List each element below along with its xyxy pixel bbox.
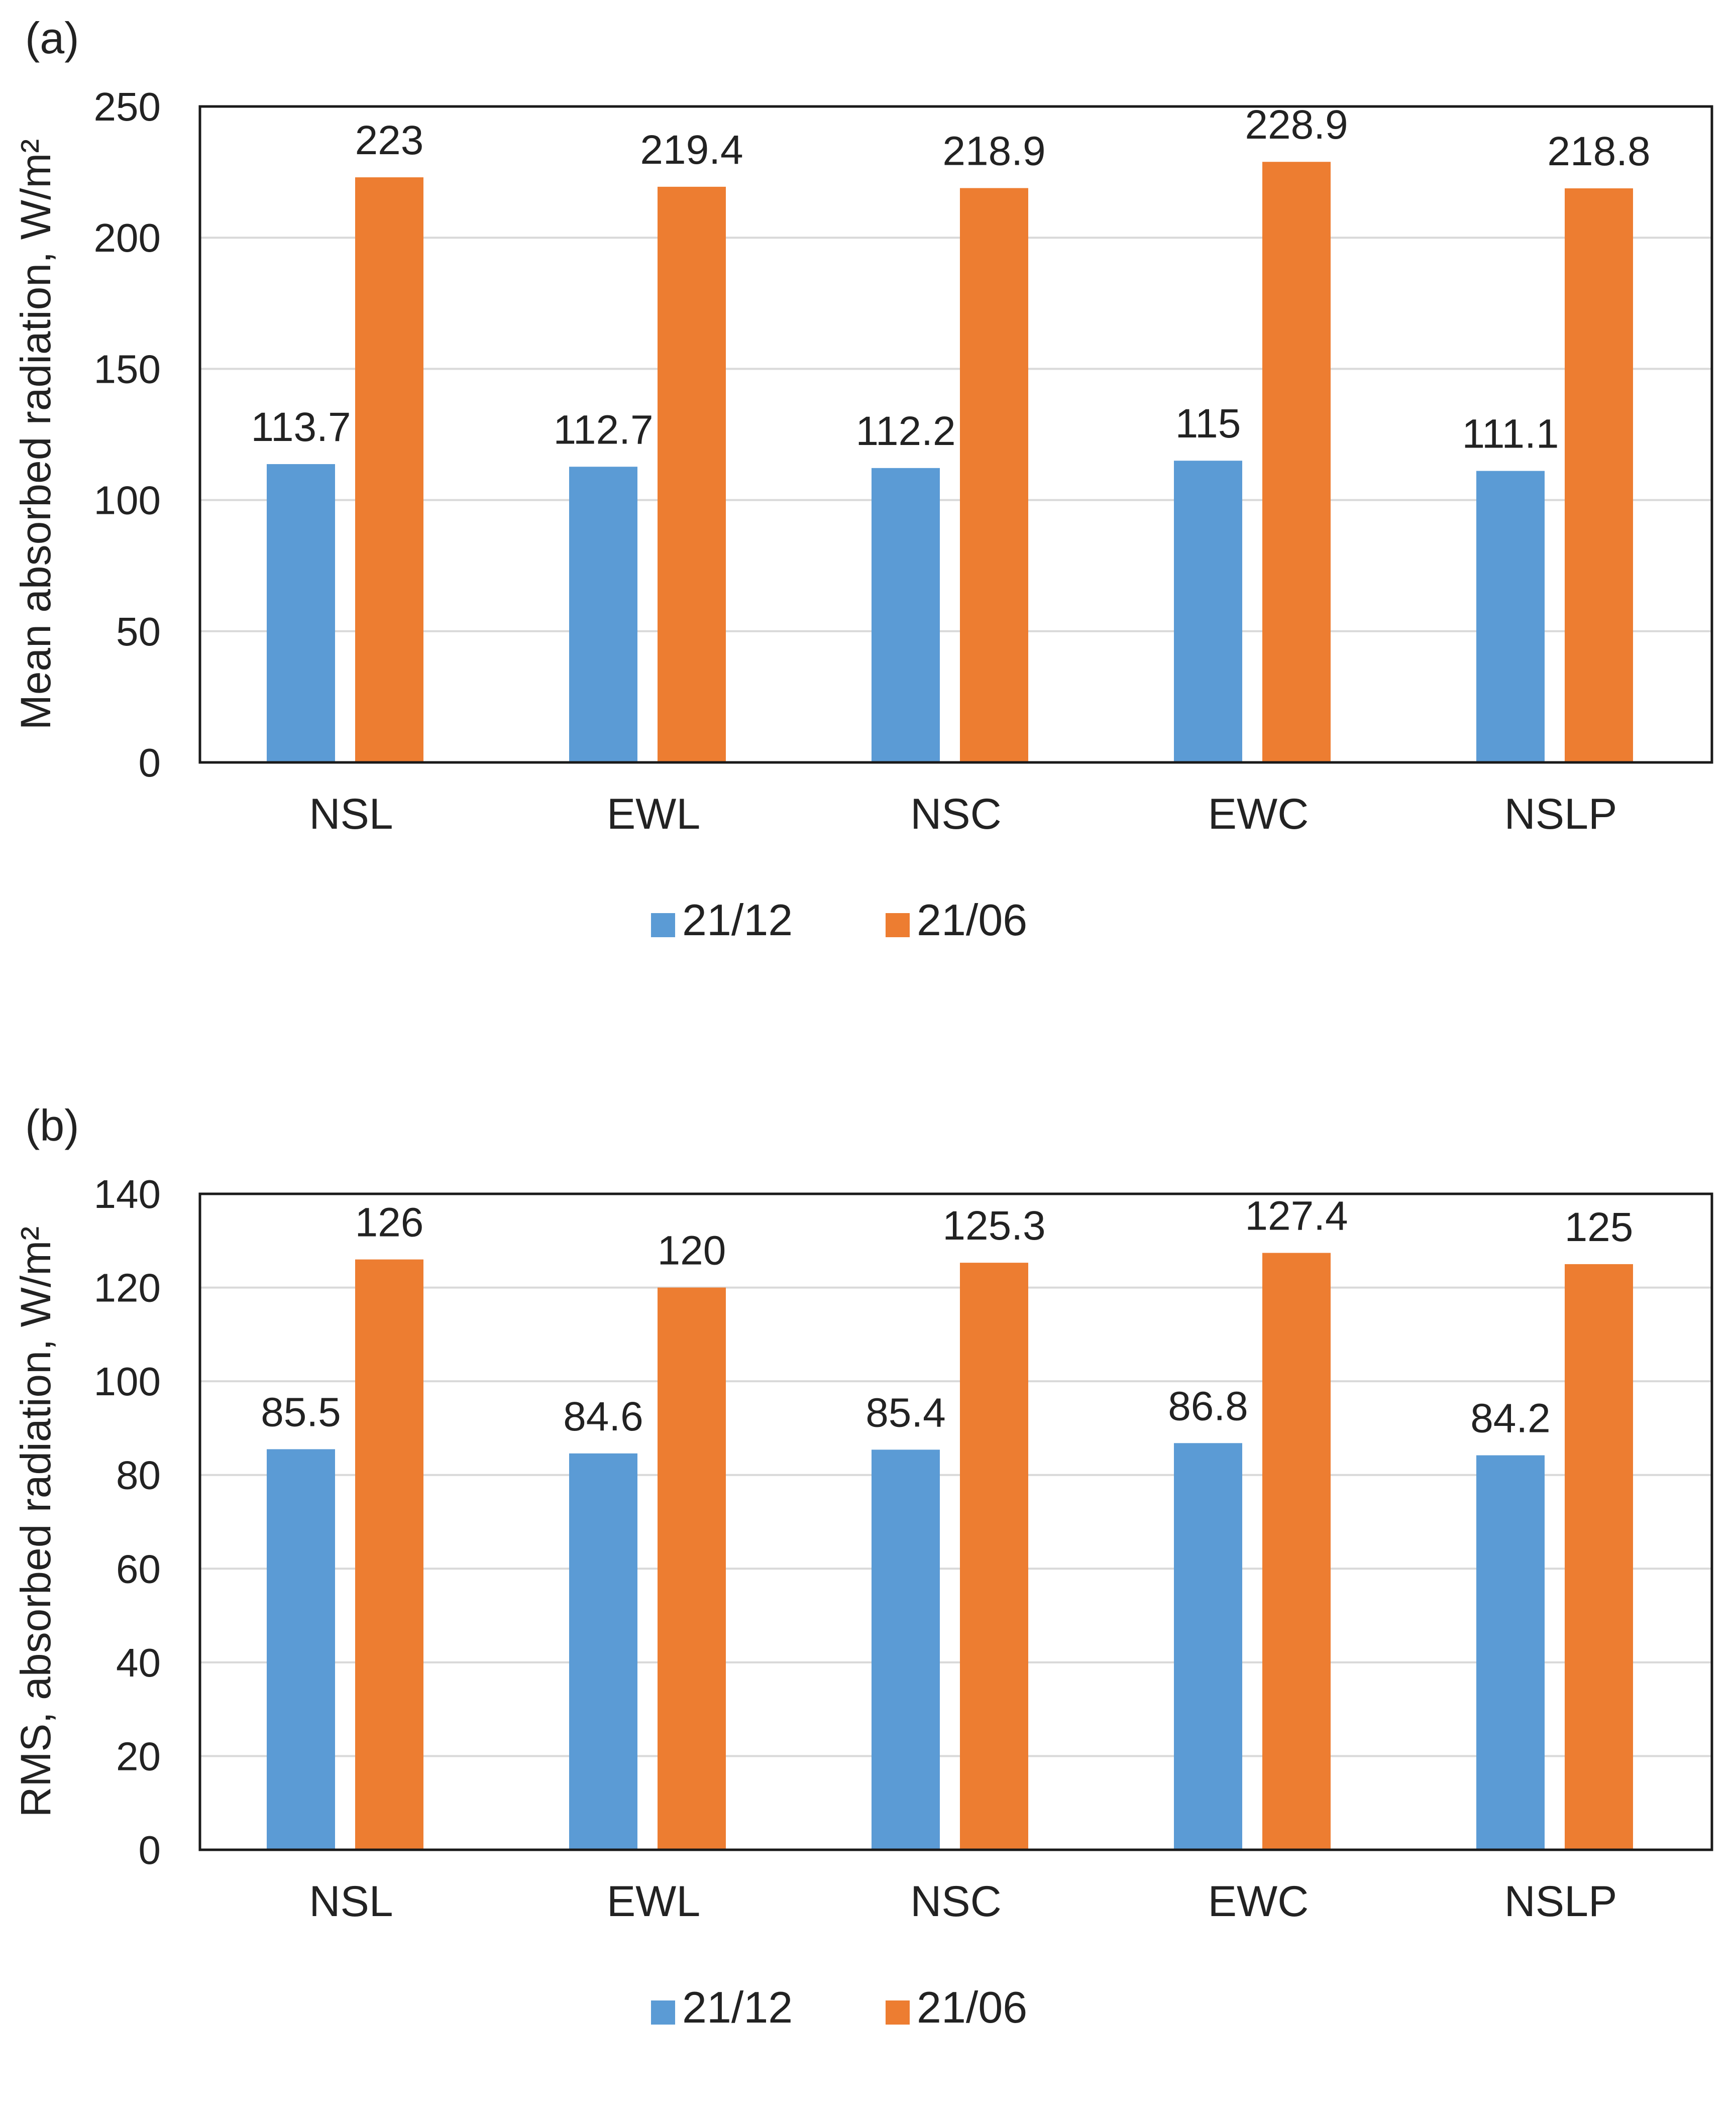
y-tick-label: 50 xyxy=(116,609,161,654)
chart-a-svg: (a) 0 50 100 150 200 250 Mean absorbed radiatio… xyxy=(12,13,1713,945)
x-tick-label: EWC xyxy=(1208,790,1309,838)
x-tick-label: EWC xyxy=(1208,1877,1309,1926)
bar-21-06-ewl xyxy=(658,1287,726,1850)
y-tick-label: 80 xyxy=(116,1453,161,1498)
legend-swatch xyxy=(651,913,675,937)
data-label: 127.4 xyxy=(1245,1193,1348,1239)
plot-area-border xyxy=(198,105,1713,764)
y-axis-label: RMS, absorbed radiation, W/m² xyxy=(12,1226,59,1817)
plot-area-border xyxy=(198,1192,1713,1851)
legend-label: 21/12 xyxy=(682,895,793,945)
chart-b-svg: (b) 0 20 40 60 80 100 120 140 RMS, absorbed radia… xyxy=(12,1100,1713,2032)
legend-swatch xyxy=(886,2000,910,2025)
x-tick-label: EWL xyxy=(607,1877,700,1926)
y-tick-label: 0 xyxy=(139,1828,161,1872)
bar-21-12-ewc xyxy=(1174,1443,1242,1850)
data-label: 85.5 xyxy=(261,1389,341,1435)
bar-21-12-ewc xyxy=(1174,461,1242,762)
bar-21-12-nsc xyxy=(872,468,940,762)
y-tick-label: 120 xyxy=(94,1266,161,1310)
data-label: 112.7 xyxy=(553,407,653,453)
bar-21-06-nsc xyxy=(960,188,1028,762)
bar-21-06-ewc xyxy=(1262,1253,1331,1850)
bar-21-12-nsl xyxy=(267,1449,335,1850)
y-tick-label: 200 xyxy=(94,215,161,260)
y-tick-label: 150 xyxy=(94,347,161,391)
x-tick-label: NSLP xyxy=(1504,790,1617,838)
legend-label: 21/12 xyxy=(682,1982,793,2032)
bar-21-06-ewl xyxy=(658,186,726,763)
bar-21-12-nslp xyxy=(1476,1455,1545,1850)
chart-panel-b: (b) 0 20 40 60 80 100 120 140 RMS, absorbed radia… xyxy=(0,1087,1736,2119)
legend-label: 21/06 xyxy=(917,895,1027,945)
data-label: 218.9 xyxy=(942,128,1045,174)
data-label: 125 xyxy=(1565,1204,1634,1250)
x-tick-label: NSC xyxy=(910,1877,1002,1926)
x-tick-label: EWL xyxy=(607,790,700,838)
legend-swatch xyxy=(651,2000,675,2025)
bar-21-12-nsl xyxy=(267,464,335,762)
data-label: 112.2 xyxy=(855,408,955,454)
data-label: 126 xyxy=(355,1200,424,1246)
data-label: 120 xyxy=(658,1228,726,1274)
y-tick-label: 140 xyxy=(94,1172,161,1216)
y-tick-label: 100 xyxy=(94,1359,161,1404)
data-label: 228.9 xyxy=(1245,102,1348,148)
data-label: 111.1 xyxy=(1462,411,1559,457)
bar-21-06-nsc xyxy=(960,1263,1028,1850)
y-tick-label: 20 xyxy=(116,1734,161,1778)
data-label: 86.8 xyxy=(1168,1383,1248,1429)
x-tick-label: NSC xyxy=(910,790,1002,838)
data-label: 84.2 xyxy=(1470,1396,1551,1441)
chart-panel-a: (a) 0 50 100 150 200 250 Mean absorbed radiatio… xyxy=(0,0,1736,1032)
panel-label: (b) xyxy=(25,1100,79,1150)
data-label: 219.4 xyxy=(640,127,743,173)
y-axis-label: Mean absorbed radiation, W/m² xyxy=(12,139,59,730)
bar-21-06-ewc xyxy=(1262,162,1331,762)
bar-21-12-ewl xyxy=(569,1453,637,1850)
legend-swatch xyxy=(886,913,910,937)
y-tick-label: 40 xyxy=(116,1640,161,1685)
bar-21-12-nsc xyxy=(872,1449,940,1850)
data-label: 218.8 xyxy=(1547,129,1650,174)
legend-label: 21/06 xyxy=(917,1982,1027,2032)
bar-21-06-nsl xyxy=(355,177,423,763)
y-tick-label: 60 xyxy=(116,1546,161,1591)
data-label: 113.7 xyxy=(251,404,351,450)
bar-21-12-ewl xyxy=(569,467,637,762)
data-label: 115 xyxy=(1175,401,1241,447)
data-label: 85.4 xyxy=(865,1390,946,1435)
x-tick-label: NSL xyxy=(309,1877,393,1926)
bar-21-06-nslp xyxy=(1565,188,1633,763)
panel-label: (a) xyxy=(25,13,79,63)
bar-21-06-nslp xyxy=(1565,1264,1633,1850)
x-tick-label: NSL xyxy=(309,790,393,838)
x-tick-label: NSLP xyxy=(1504,1877,1617,1926)
bar-21-06-nsl xyxy=(355,1259,423,1850)
data-label: 125.3 xyxy=(942,1203,1045,1249)
y-tick-label: 100 xyxy=(94,478,161,523)
y-tick-label: 250 xyxy=(94,84,161,129)
data-label: 84.6 xyxy=(563,1394,643,1439)
bar-21-12-nslp xyxy=(1476,471,1545,762)
y-tick-label: 0 xyxy=(139,740,161,785)
data-label: 223 xyxy=(355,118,424,163)
